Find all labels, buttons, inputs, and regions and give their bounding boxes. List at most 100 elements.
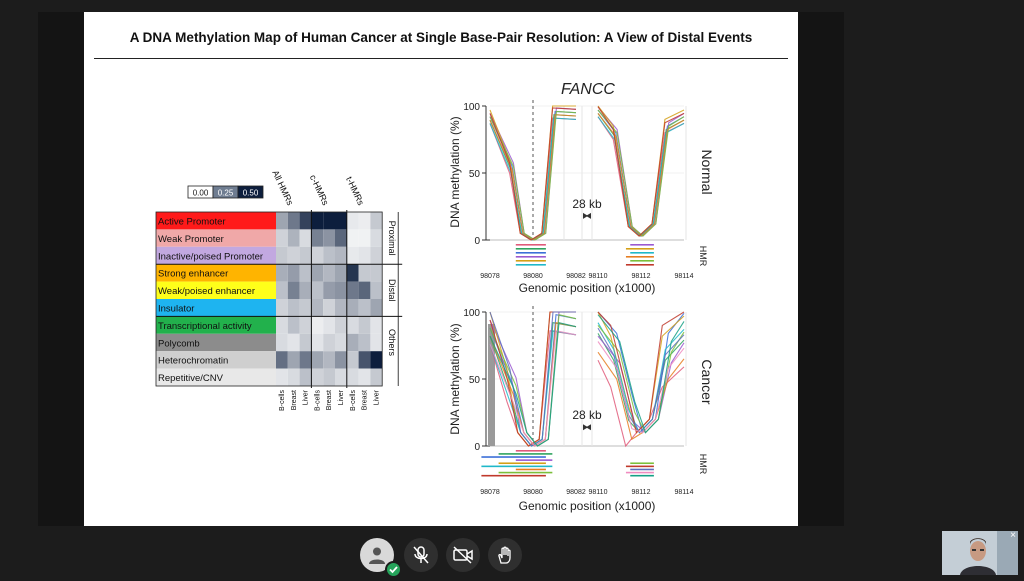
heatmap-cell xyxy=(311,368,324,386)
mute-microphone-button[interactable] xyxy=(404,538,438,572)
methylation-line xyxy=(489,114,577,241)
column-group-label: c-HMRs xyxy=(308,173,331,207)
heatmap-cell xyxy=(287,299,300,317)
row-color-band xyxy=(156,264,276,282)
heatmap-cell xyxy=(346,229,359,247)
heatmap-cell xyxy=(299,246,312,265)
row-color-band xyxy=(156,212,276,230)
heatmap-cell xyxy=(370,333,383,352)
heatmap-cell xyxy=(335,368,347,386)
row-color-band xyxy=(156,281,276,299)
hmr-bar xyxy=(498,471,553,474)
heatmap-cell xyxy=(323,368,335,386)
heatmap-cell xyxy=(287,333,300,352)
hmr-bar xyxy=(630,474,654,477)
toggle-camera-button[interactable] xyxy=(446,538,480,572)
heatmap-cell xyxy=(287,246,300,265)
hmr-bar xyxy=(515,248,546,250)
heatmap-cell xyxy=(276,229,288,247)
row-label: Heterochromatin xyxy=(158,356,228,367)
heatmap-cell xyxy=(323,264,335,282)
heatmap-cell xyxy=(335,229,347,247)
gene-title: FANCC xyxy=(561,81,615,98)
heatmap-cell xyxy=(287,368,300,386)
raise-hand-icon xyxy=(498,546,511,564)
hmr-bar xyxy=(515,264,546,266)
row-color-band xyxy=(156,368,276,386)
heatmap-cell xyxy=(276,368,288,386)
gap-arrow-head xyxy=(583,212,588,219)
heatmap-cell xyxy=(358,229,371,247)
row-color-band xyxy=(156,333,276,352)
heatmap-cell xyxy=(276,351,288,369)
y-tick-label: 50 xyxy=(469,169,481,180)
title-divider xyxy=(94,58,788,59)
heatmap-cell xyxy=(358,246,371,265)
row-group-label: Distal xyxy=(387,279,397,302)
heatmap-cell xyxy=(370,351,383,369)
row-label: Strong enhancer xyxy=(158,269,228,280)
left-letterbox xyxy=(38,12,84,526)
heatmap-cell xyxy=(335,333,347,352)
x-tick-label: 98078 xyxy=(480,489,500,496)
heatmap-cell xyxy=(346,281,359,299)
methylation-line xyxy=(597,311,685,434)
panel-label: Cancer xyxy=(699,359,715,404)
heatmap-cell xyxy=(358,299,371,317)
column-label: Liver xyxy=(373,389,380,405)
heatmap-cell xyxy=(276,333,288,352)
hmr-bar xyxy=(630,260,654,262)
heatmap-cell xyxy=(358,264,371,282)
row-label: Polycomb xyxy=(158,338,200,349)
camera-off-icon xyxy=(453,546,473,564)
methylation-line xyxy=(597,314,685,434)
heatmap-cell xyxy=(346,368,359,386)
column-label: Liver xyxy=(338,389,345,405)
heatmap-cell xyxy=(311,246,324,265)
heatmap-cell xyxy=(287,264,300,282)
hmr-bar xyxy=(625,264,654,266)
heatmap-cell xyxy=(346,351,359,369)
heatmap-cell xyxy=(358,281,371,299)
y-tick-label: 100 xyxy=(463,308,480,319)
heatmap-cell xyxy=(346,299,359,317)
row-label: Active Promoter xyxy=(158,217,226,228)
heatmap-cell xyxy=(311,212,324,230)
column-label: Liver xyxy=(303,389,310,405)
x-tick-label: 98080 xyxy=(523,273,543,280)
heatmap-cell xyxy=(370,368,383,386)
heatmap-cell xyxy=(323,333,335,352)
microphone-muted-icon xyxy=(413,546,429,564)
hmr-bar xyxy=(481,474,546,477)
heatmap-cell xyxy=(335,264,347,282)
heatmap-cell xyxy=(299,368,312,386)
y-tick-label: 0 xyxy=(474,236,480,247)
column-label: Breast xyxy=(362,390,369,410)
column-label: Breast xyxy=(326,390,333,410)
hmr-bar xyxy=(625,256,654,258)
hmr-bar xyxy=(630,244,654,246)
raise-hand-button[interactable] xyxy=(488,538,522,572)
heatmap-cell xyxy=(358,368,371,386)
heatmap-cell xyxy=(287,281,300,299)
figure: 0.00 0.25 0.50 Active Promoter Weak Promoter… xyxy=(155,81,715,513)
methylation-line xyxy=(489,330,577,447)
heatmap-cell xyxy=(323,246,335,265)
legend-label: 0.50 xyxy=(243,189,259,198)
row-color-band xyxy=(156,229,276,247)
x-tick-label: 98082 xyxy=(566,489,586,496)
hmr-bar xyxy=(515,450,546,452)
close-video-icon[interactable]: × xyxy=(1010,531,1016,541)
hmr-label: HMR xyxy=(698,454,708,475)
gap-arrow-head xyxy=(586,424,591,431)
hmr-bar xyxy=(481,456,546,458)
heatmap-cell xyxy=(323,212,335,230)
self-view-video[interactable]: × xyxy=(942,531,1018,575)
heatmap-cell xyxy=(335,351,347,369)
gap-arrow-head xyxy=(586,212,591,219)
legend-label: 0.00 xyxy=(193,189,209,198)
x-tick-label: 98112 xyxy=(632,489,651,496)
heatmap-cell xyxy=(311,333,324,352)
methylation-line xyxy=(489,311,576,447)
panel-label: Normal xyxy=(699,149,715,194)
